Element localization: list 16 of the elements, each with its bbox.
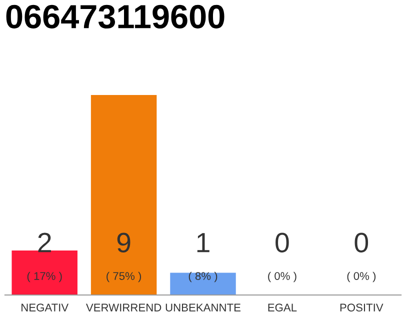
data-label: 1	[197, 233, 210, 252]
annotation: ( 0% )	[347, 272, 376, 282]
data-label: 2	[38, 232, 51, 252]
x-tick-label: NEGATIV	[22, 304, 69, 312]
annotation: ( 75% )	[106, 272, 142, 282]
x-tick-label: POSITIV	[340, 304, 384, 312]
x-tick-label: VERWIRREND	[86, 304, 162, 312]
data-label: 0	[354, 232, 368, 252]
x-tick-label: UNBEKANNTE	[166, 304, 240, 312]
annotation: ( 0% )	[268, 272, 296, 282]
data-label: 9	[117, 232, 130, 252]
annotation: ( 17% )	[27, 272, 62, 282]
x-tick-label: EGAL	[268, 304, 297, 312]
annotation: ( 8% )	[188, 272, 218, 282]
data-label: 0	[276, 232, 289, 252]
chart-title: 066473119600	[6, 4, 224, 29]
